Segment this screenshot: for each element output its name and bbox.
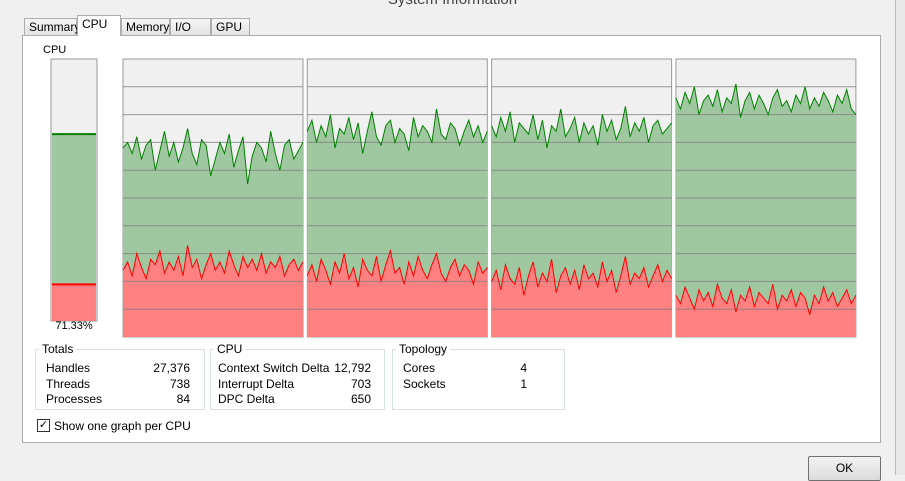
stat-name: DPC Delta xyxy=(218,392,275,406)
stat-name: Context Switch Delta xyxy=(218,361,330,375)
tab[interactable]: CPU xyxy=(77,15,121,36)
group-title: CPU xyxy=(214,342,246,356)
tab[interactable]: Summary xyxy=(24,18,80,35)
group-box xyxy=(35,349,205,410)
tab[interactable]: Memory xyxy=(121,18,170,35)
stat-name: Processes xyxy=(46,392,103,406)
stat-name: Cores xyxy=(403,361,436,375)
group-box xyxy=(392,349,565,410)
stat-name: Interrupt Delta xyxy=(218,376,295,391)
stat-value: 703 xyxy=(350,376,371,391)
group-title: Totals xyxy=(39,342,77,356)
stat-name: Threads xyxy=(46,376,91,391)
stat-value: 738 xyxy=(169,376,190,391)
group-box xyxy=(210,349,385,410)
stat-name: Sockets xyxy=(403,376,446,391)
window-frame xyxy=(895,0,905,475)
stat-name: Handles xyxy=(46,361,91,375)
stat-value: 84 xyxy=(176,392,190,406)
checkbox-label[interactable]: Show one graph per CPU xyxy=(54,419,191,433)
stat-value: 12,792 xyxy=(334,361,371,375)
tab[interactable]: I/O xyxy=(170,18,211,35)
ok-button[interactable]: OK xyxy=(808,456,881,481)
tab[interactable]: GPU xyxy=(211,18,250,35)
window-title: System Information xyxy=(0,0,905,8)
stat-value: 4 xyxy=(520,361,527,375)
stat-value: 650 xyxy=(350,392,371,406)
group-title: Topology xyxy=(396,342,451,356)
checkbox[interactable]: ✓ xyxy=(37,419,50,432)
stat-value: 27,376 xyxy=(153,361,190,375)
stat-value: 1 xyxy=(520,376,527,391)
